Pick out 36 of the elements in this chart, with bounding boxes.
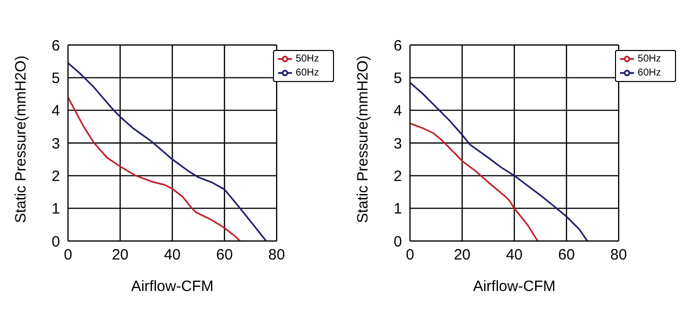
x-tick-label: 40	[506, 246, 523, 264]
legend-label: 60Hz	[638, 68, 661, 79]
legend-label: 60Hz	[296, 68, 319, 79]
y-tick-label: 1	[394, 200, 402, 218]
y-tick-label: 5	[394, 70, 402, 87]
legend-label: 50Hz	[638, 54, 661, 65]
x-tick-label: 80	[268, 246, 285, 264]
y-axis-title: Static Pressure(mmH2O)	[12, 55, 30, 223]
y-tick-label: 0	[52, 233, 60, 250]
y-axis-title: Static Pressure(mmH2O)	[354, 55, 372, 223]
legend-label: 50Hz	[296, 54, 319, 65]
y-tick-label: 6	[394, 37, 402, 54]
x-tick-label: 20	[112, 246, 129, 264]
x-tick-label: 60	[216, 246, 233, 264]
x-tick-label: 60	[558, 246, 575, 264]
y-tick-label: 4	[394, 102, 402, 120]
y-tick-label: 2	[394, 168, 402, 185]
y-tick-label: 4	[52, 102, 60, 120]
x-tick-label: 40	[164, 246, 181, 264]
y-tick-label: 2	[52, 168, 60, 185]
line-series	[68, 62, 268, 241]
y-tick-label: 6	[52, 37, 60, 54]
y-tick-label: 0	[394, 233, 402, 250]
line-series	[410, 82, 588, 241]
y-tick-label: 1	[52, 200, 60, 218]
line-series	[410, 122, 539, 241]
x-tick-label: 80	[610, 246, 627, 264]
x-axis-title: Airflow-CFM	[131, 278, 214, 295]
y-tick-label: 5	[52, 70, 60, 87]
line-series	[68, 96, 241, 241]
x-tick-label: 0	[406, 246, 414, 264]
x-axis-title: Airflow-CFM	[473, 278, 556, 295]
x-tick-label: 20	[454, 246, 471, 264]
y-tick-label: 3	[394, 135, 402, 152]
y-tick-label: 3	[52, 135, 60, 152]
x-tick-label: 0	[64, 246, 72, 264]
